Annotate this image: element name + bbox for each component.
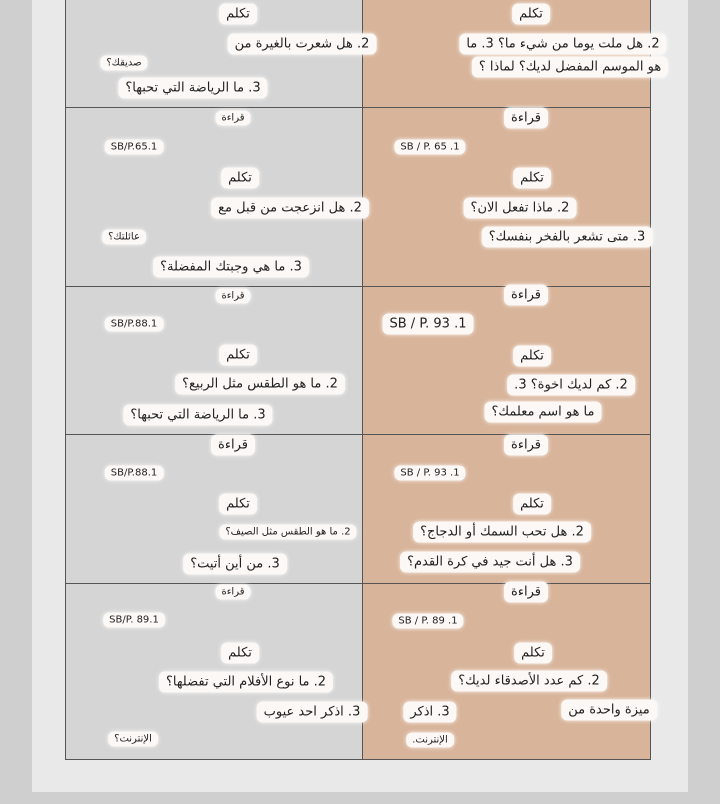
cell-label: ما هو اسم معلمك؟: [484, 401, 602, 423]
cell-label: عائلتك؟: [102, 229, 146, 245]
row-divider: [65, 286, 651, 287]
cell-label: 2. هل انزعجت من قبل مع: [211, 197, 369, 219]
cell-label: 2. كم لديك اخوة؟ 3.: [507, 374, 635, 396]
cell-label: SB/P. 89.1: [103, 612, 165, 628]
cell-label: 2. كم عدد الأصدقاء لديك؟: [451, 670, 607, 692]
cell-label: تكلم: [219, 3, 257, 25]
cell-label: SB / P. 65 .1: [394, 139, 466, 155]
cell-label: تكلم: [512, 3, 550, 25]
cell-label: تكلم: [221, 167, 259, 189]
cell-label: 3. ما هي وجبتك المفضلة؟: [153, 256, 309, 278]
cell-label: تكلم: [513, 493, 551, 515]
cell-label: 3. اذكر احد عيوب: [256, 701, 368, 723]
cell-label: 2. هل شعرت بالغيرة من: [227, 33, 377, 55]
cell-label: قراءة: [215, 110, 251, 126]
cell-label: تكلم: [514, 642, 552, 664]
cell-label: 2. ما هو الطقس مثل الصيف؟: [219, 524, 357, 540]
cell-label: 3. اذكر: [403, 701, 457, 723]
cell-label: 2. ما هو الطقس مثل الربيع؟: [175, 373, 345, 395]
cell-label: 2. هل تحب السمك أو الدجاج؟: [413, 521, 591, 543]
cell-label: قراءة: [504, 434, 548, 456]
cell-label: قراءة: [504, 581, 548, 603]
cell-label: SB/P.65.1: [104, 139, 164, 155]
row-divider: [65, 434, 651, 435]
cell-label: تكلم: [513, 167, 551, 189]
cell-label: 3. من أين أتيت؟: [183, 553, 287, 575]
cell-label: 3. ما الرياضة التي تحبها؟: [123, 404, 273, 426]
cell-label: SB / P. 93 .1: [382, 313, 474, 335]
cell-label: SB / P. 93 .1: [394, 465, 466, 481]
cell-label: تكلم: [513, 345, 551, 367]
cell-label: SB/P.88.1: [104, 316, 164, 332]
cell-label: قراءة: [504, 284, 548, 306]
cell-label: قراءة: [215, 584, 251, 600]
cell-label: 2. هل ملت يوما من شيء ما؟ 3. ما: [459, 33, 667, 55]
cell-label: 3. متى تشعر بالفخر بنفسك؟: [481, 226, 653, 248]
cell-label: SB / P. 89 .1: [392, 613, 464, 629]
cell-label: تكلم: [221, 642, 259, 664]
cell-label: 3. هل أنت جيد في كرة القدم؟: [400, 551, 580, 573]
row-divider: [65, 583, 651, 584]
cell-label: 2. ما نوع الأفلام التي تفضلها؟: [158, 671, 334, 693]
cell-label: قراءة: [215, 288, 251, 304]
cell-label: هو الموسم المفضل لديك؟ لماذا ؟: [471, 56, 669, 78]
cell-label: 3. ما الرياضة التي تحبها؟: [118, 77, 268, 99]
cell-label: تكلم: [219, 493, 257, 515]
cell-label: الإنترنت.: [406, 732, 454, 748]
cell-label: قراءة: [504, 107, 548, 129]
cell-label: الإنترنت؟: [108, 731, 158, 747]
cell-label: ميزة واحدة من: [561, 699, 657, 721]
row-divider: [65, 107, 651, 108]
cell-label: 2. ماذا تفعل الان؟: [463, 197, 577, 219]
cell-label: SB/P.88.1: [104, 465, 164, 481]
cell-label: صديقك؟: [100, 55, 148, 71]
cell-label: قراءة: [211, 434, 255, 456]
cell-label: تكلم: [219, 344, 257, 366]
